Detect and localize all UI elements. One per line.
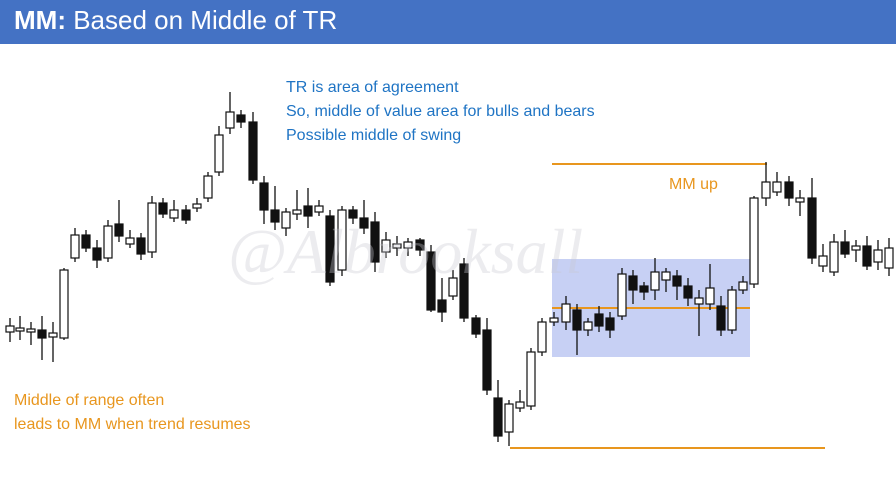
candle-body	[192, 203, 202, 209]
candle-body	[325, 215, 335, 283]
candle-body	[37, 329, 47, 339]
candle-body	[504, 403, 514, 433]
note-line: Middle of range often	[14, 392, 165, 409]
candle-body	[181, 209, 191, 221]
candle-body	[617, 273, 627, 317]
candle-body	[784, 181, 794, 199]
candle-body	[48, 332, 58, 338]
candle-body	[169, 209, 179, 219]
candle-body	[572, 309, 582, 331]
candles	[5, 92, 894, 446]
candle-body	[840, 241, 850, 255]
candle-body	[125, 237, 135, 245]
candle-body	[672, 275, 682, 287]
candle-body	[348, 209, 358, 219]
candle-body	[337, 209, 347, 271]
candle-body	[114, 223, 124, 237]
candle-body	[493, 397, 503, 437]
candle-body	[549, 317, 559, 323]
note-line: leads to MM when trend resumes	[14, 416, 251, 433]
candle-body	[594, 313, 604, 327]
candle-body	[683, 285, 693, 299]
header-label: MM:	[14, 5, 66, 35]
candle-body	[5, 325, 15, 333]
candle-body	[694, 297, 704, 305]
candle-body	[772, 181, 782, 193]
candle-body	[628, 275, 638, 291]
candle-body	[459, 263, 469, 319]
candle-body	[236, 114, 246, 123]
candle-body	[862, 245, 872, 267]
candle-body	[471, 317, 481, 335]
candle-body	[738, 281, 748, 291]
candle-body	[359, 217, 369, 229]
candle-body	[526, 351, 536, 407]
candle-body	[26, 328, 36, 333]
candle-body	[136, 237, 146, 255]
candle-body	[303, 205, 313, 217]
candle-body	[884, 247, 894, 269]
note-line: So, middle of value area for bulls and b…	[286, 103, 595, 120]
candle-body	[81, 234, 91, 249]
candle-body	[281, 211, 291, 229]
candle-body	[214, 134, 224, 173]
candle-body	[270, 209, 280, 223]
candle-body	[448, 277, 458, 297]
candle-body	[583, 321, 593, 331]
candle-body	[515, 401, 525, 409]
candle-body	[158, 202, 168, 215]
candle-body	[225, 111, 235, 129]
candle-body	[807, 197, 817, 259]
candle-body	[605, 317, 615, 331]
candle-body	[482, 329, 492, 391]
candle-body	[203, 175, 213, 199]
candle-body	[716, 305, 726, 331]
candle-body	[727, 289, 737, 331]
candle-body	[381, 239, 391, 253]
candle-body	[314, 205, 324, 213]
candle-body	[370, 221, 380, 263]
candle-body	[761, 181, 771, 199]
candle-body	[15, 327, 25, 332]
candle-body	[248, 121, 258, 181]
candle-body	[259, 182, 269, 211]
candle-body	[415, 239, 425, 251]
candle-body	[829, 241, 839, 273]
header-title: Based on Middle of TR	[73, 5, 338, 35]
candle-body	[650, 271, 660, 291]
candle-body	[749, 197, 759, 285]
note-line: TR is area of agreement	[286, 79, 459, 96]
candle-body	[147, 202, 157, 253]
candle-body	[292, 209, 302, 215]
watermark: @Albrooksall	[228, 216, 584, 287]
candle-body	[561, 303, 571, 323]
header: MM: Based on Middle of TR	[0, 0, 896, 44]
candle-body	[795, 197, 805, 203]
range-notes: Middle of range often leads to MM when t…	[14, 389, 251, 437]
candle-body	[661, 271, 671, 281]
candle-body	[70, 234, 80, 259]
candle-body	[437, 299, 447, 313]
candle-body	[639, 285, 649, 293]
note-line: Possible middle of swing	[286, 127, 462, 144]
tr-notes: TR is area of agreement So, middle of va…	[286, 76, 595, 148]
candle-body	[92, 247, 102, 261]
candle-body	[103, 225, 113, 259]
mm-up-note: MM up	[669, 176, 718, 193]
candle-body	[426, 251, 436, 311]
candlestick-chart	[5, 92, 894, 449]
candle-body	[873, 249, 883, 263]
candle-body	[537, 321, 547, 353]
candle-body	[818, 255, 828, 267]
candle-body	[851, 245, 861, 251]
candle-body	[392, 243, 402, 249]
candle-body	[705, 287, 715, 305]
candle-body	[59, 269, 69, 339]
candle-body	[403, 241, 413, 249]
